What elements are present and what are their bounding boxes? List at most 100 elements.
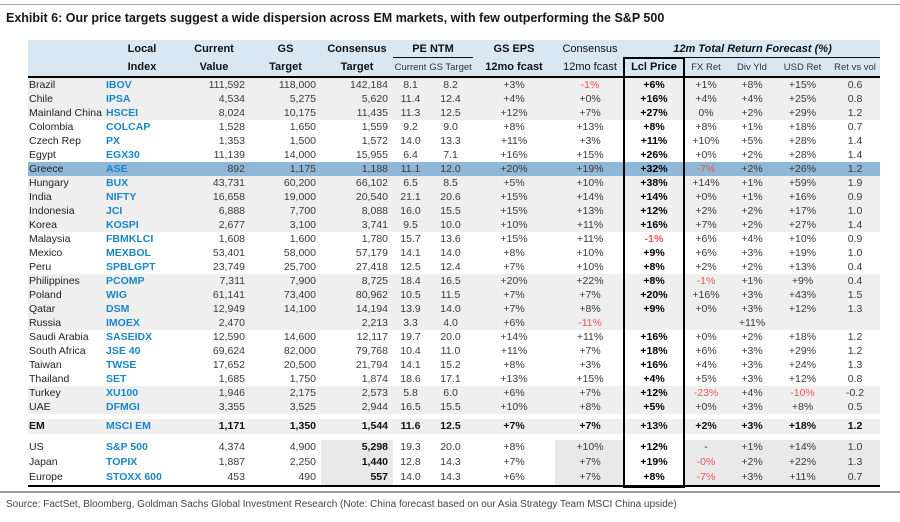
cell-div-yld: +2%: [741, 219, 763, 231]
cell-gs-eps-fcast: +6%: [503, 317, 525, 329]
cell-usd-ret: +18%: [788, 420, 817, 432]
table-row: Mexico MEXBOL 53,401 58,000 57,179 14.1 14.0 +8…: [28, 246, 880, 260]
header-usd-ret: USD Ret: [783, 62, 822, 73]
cell-div-yld: +3%: [741, 345, 763, 357]
cell-gs-target: 1,750: [289, 373, 316, 385]
cell-fx-ret: +0%: [695, 149, 717, 161]
cell-fx-ret: +0%: [695, 401, 717, 413]
header-gseps-fcast: 12mo fcast: [485, 61, 543, 73]
header-pe-gs-target: GS Target: [429, 62, 472, 73]
cell-current-value: 892: [227, 163, 245, 175]
cell-div-yld: +3%: [741, 303, 763, 315]
cell-lcl-price: +6%: [643, 79, 665, 91]
cell-index-ticker: JSE 40: [106, 345, 141, 357]
cell-pe-current: 18.6: [400, 373, 421, 385]
cell-fx-ret: -: [683, 440, 729, 455]
cell-pe-gs-target: 13.3: [440, 135, 461, 147]
table-row: Europe STOXX 600 453 490 557 14.0 14.3 +6% +7% +8…: [28, 470, 880, 485]
cell-div-yld: +1%: [741, 191, 763, 203]
cell-div-yld: +2%: [741, 149, 763, 161]
table-row: South Africa JSE 40 69,624 82,000 79,768 10.4…: [28, 344, 880, 358]
cell-consensus-target: 21,794: [355, 359, 388, 371]
cell-country: Taiwan: [29, 359, 62, 371]
table-body: Brazil IBOV 111,592 118,000 142,184 8.1 8.2 +3%…: [28, 78, 880, 485]
cell-lcl-price: -1%: [644, 233, 664, 245]
cell-gs-target: [250, 316, 321, 330]
cell-gs-eps-fcast: +13%: [500, 373, 528, 385]
cell-consensus-target: 5,298: [321, 440, 393, 455]
cell-gs-target: 1,350: [289, 420, 316, 432]
cell-country: Saudi Arabia: [29, 331, 89, 343]
cell-pe-current: 8.1: [403, 79, 418, 91]
header-target-label: Target: [269, 61, 302, 73]
cell-consensus-target: 8,088: [361, 205, 388, 217]
cell-fx-ret: -23%: [693, 387, 719, 399]
cell-lcl-price: +9%: [643, 247, 665, 259]
table-bottom-line: [28, 485, 880, 487]
cell-fx-ret: +4%: [695, 93, 717, 105]
cell-gs-target: 118,000: [278, 79, 316, 91]
cell-lcl-price: +5%: [643, 401, 665, 413]
cell-current-value: 16,658: [212, 191, 245, 203]
cell-ret-vs-vol: 0.4: [847, 261, 863, 273]
cell-usd-ret: [775, 316, 830, 330]
cell-ret-vs-vol: 1.9: [847, 177, 863, 189]
cell-pe-current: 16.0: [400, 205, 421, 217]
cell-pe-gs-target: 10.0: [440, 219, 461, 231]
cell-current-value: 7,311: [219, 275, 246, 287]
cell-fx-ret: +8%: [695, 121, 717, 133]
header-lcl-price: Lcl Price: [631, 61, 677, 73]
cell-usd-ret: +12%: [788, 303, 817, 315]
cell-gs-target: 1,500: [289, 135, 316, 147]
cell-gs-eps-fcast: +5%: [503, 177, 525, 189]
table-row: Saudi Arabia SASEIDX 12,590 14,600 12,117 19.…: [28, 330, 880, 344]
cell-ret-vs-vol: 0.5: [847, 401, 863, 413]
cell-country: Mainland China: [29, 107, 102, 119]
cell-consensus-target: 27,418: [355, 261, 388, 273]
cell-div-yld: +1%: [741, 275, 763, 287]
cell-country: Japan: [29, 456, 58, 468]
cell-gs-eps-fcast: +7%: [503, 303, 525, 315]
exhibit-title: Exhibit 6: Our price targets suggest a w…: [6, 11, 665, 25]
cell-gs-target: 7,900: [289, 275, 316, 287]
cell-consensus-fcast: +8%: [579, 401, 601, 413]
cell-pe-current: 11.6: [400, 420, 421, 432]
cell-lcl-price: +13%: [640, 420, 668, 432]
header-value-label: Value: [199, 61, 229, 73]
cell-div-yld: +2%: [741, 261, 763, 273]
cell-lcl-price: +27%: [640, 107, 668, 119]
header-consensus-target: Consensus: [327, 43, 387, 55]
cell-div-yld: +3%: [729, 470, 775, 485]
cell-index-ticker: EGX30: [106, 149, 140, 161]
cell-gs-eps-fcast: +10%: [500, 401, 528, 413]
cell-gs-target: 58,000: [283, 247, 316, 259]
cell-usd-ret: +17%: [788, 205, 817, 217]
cell-consensus-target: 2,573: [361, 387, 388, 399]
cell-usd-ret: +10%: [788, 233, 817, 245]
cell-ret-vs-vol: 1.3: [847, 359, 863, 371]
table-row: Chile IPSA 4,534 5,275 5,620 11.4 12.4 +4% +0% +1…: [28, 92, 880, 106]
cell-div-yld: +3%: [741, 247, 763, 259]
cell-gs-eps-fcast: +7%: [503, 420, 525, 432]
cell-gs-eps-fcast: +11%: [500, 345, 528, 357]
cell-ret-vs-vol: 0.8: [847, 373, 863, 385]
cell-consensus-fcast: +3%: [579, 135, 601, 147]
cell-consensus-fcast: +11%: [576, 219, 604, 231]
header-consensus-fcast: Consensus: [562, 43, 618, 55]
table-row: Korea KOSPI 2,677 3,100 3,741 9.5 10.0 +10% +11%…: [28, 218, 880, 232]
cell-consensus-fcast: +3%: [579, 359, 601, 371]
cell-div-yld: +1%: [741, 121, 763, 133]
cell-index-ticker: KOSPI: [106, 219, 139, 231]
cell-pe-gs-target: 20.0: [440, 331, 461, 343]
cell-lcl-price: +8%: [643, 121, 665, 133]
cell-div-yld: +4%: [741, 93, 763, 105]
cell-index-ticker: SET: [106, 373, 127, 385]
cell-lcl-price: +20%: [640, 289, 668, 301]
cell-lcl-price: +8%: [643, 261, 665, 273]
cell-consensus-target: 1,874: [361, 373, 388, 385]
cell-pe-gs-target: 14.3: [440, 456, 461, 468]
price-target-table: Local Current GS Consensus PE NTM GS EPS…: [28, 40, 880, 488]
cell-pe-gs-target: 4.0: [443, 317, 458, 329]
cell-ret-vs-vol: 1.2: [847, 163, 863, 175]
cell-pe-gs-target: 14.0: [440, 247, 461, 259]
